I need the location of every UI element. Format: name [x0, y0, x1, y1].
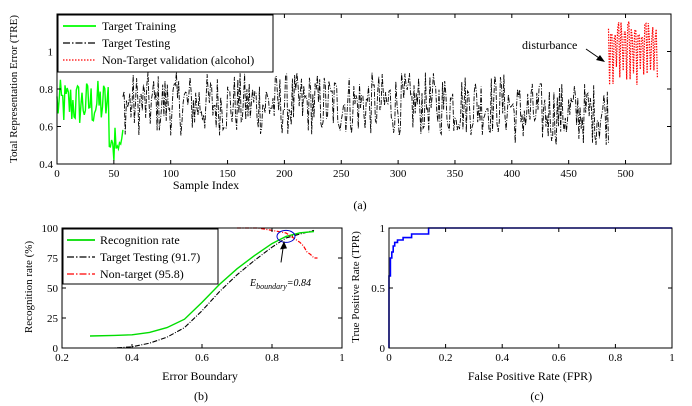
panel-a-legend-label: Target Training	[102, 19, 176, 33]
panel-a-ytick-label: 0.8	[39, 84, 53, 96]
panel-b-legend-label: Target Testing (91.7)	[100, 250, 200, 264]
panel-b-caption: (b)	[194, 389, 208, 403]
panel-c-xtick-label: 1	[669, 352, 675, 364]
panel-b-xtick-label: 1	[339, 352, 345, 364]
boundary-arrowhead	[280, 241, 287, 250]
panel-a-ytick-label: 0.4	[39, 159, 53, 171]
panel-c-ytick-label: 0.5	[371, 283, 385, 295]
panel-a-xtick-label: 50	[108, 168, 120, 180]
non-target-validation-line	[607, 21, 658, 85]
target-training-line	[56, 79, 124, 161]
panel-a-xtick-label: 500	[617, 168, 634, 180]
panel-a-ytick-label: 1	[48, 47, 54, 59]
disturbance-arrowhead	[596, 55, 605, 62]
panel-b-legend-label: Recognition rate	[100, 233, 180, 247]
panel-a-xtick-label: 0	[54, 168, 60, 180]
panel-a-xtick-label: 250	[333, 168, 350, 180]
panel-c-ytick-label: 1	[380, 223, 386, 235]
target-testing-line	[122, 72, 609, 145]
panel-a-caption: (a)	[353, 198, 366, 212]
target-testing-curve	[90, 229, 315, 349]
recognition-rate-curve	[89, 230, 315, 337]
panel-c-xlabel: False Positive Rate (FPR)	[468, 369, 592, 383]
panel-b-xlabel: Error Boundary	[162, 369, 238, 383]
panel-c-chart: 0 0.2 0.4 0.6 0.8 1 0 0.5 1 False Positive Rate (…	[350, 223, 675, 383]
panel-c-xtick-label: 0.6	[552, 352, 566, 364]
panel-b-ytick-label: 50	[47, 283, 59, 295]
panel-b-ytick-label: 75	[47, 253, 59, 265]
panel-b-ytick-label: 25	[47, 313, 59, 325]
panel-a-legend-box	[57, 14, 274, 73]
panel-a-chart: 0 50 100 150 200 250 300 350 400 450 500 0.4 0.6 0.8 1…	[8, 13, 672, 192]
panel-a-xtick-label: 300	[390, 168, 407, 180]
panel-b-xtick-label: 0.8	[265, 352, 279, 364]
panel-a-xtick-label: 450	[560, 168, 577, 180]
panel-a-xtick-label: 100	[162, 168, 179, 180]
panel-b-chart: 0.2 0.4 0.6 0.8 1 0 25 50 75 100 Error Boundary Rec…	[23, 223, 345, 383]
panel-b-ylabel: Recognition rate (%)	[23, 241, 35, 334]
panel-a-xtick-label: 400	[504, 168, 521, 180]
panel-c-xtick-label: 0	[386, 352, 392, 364]
panel-b-legend-label: Non-target (95.8)	[100, 267, 184, 281]
disturbance-annotation: disturbance	[522, 38, 577, 52]
panel-c-caption: (c)	[530, 389, 543, 403]
panel-a-xtick-label: 350	[447, 168, 464, 180]
panel-b-xtick-label: 0.4	[125, 352, 139, 364]
panel-a-xlabel: Sample Index	[173, 178, 239, 192]
panel-a-xtick-label: 150	[219, 168, 236, 180]
panel-a-ytick-label: 0.6	[39, 122, 53, 134]
panel-a-legend-label: Target Testing	[102, 36, 170, 50]
panel-c-xtick-label: 0.8	[609, 352, 623, 364]
panel-b-ytick-label: 100	[42, 223, 59, 235]
panel-c-ylabel: True Positive Rate (TPR)	[350, 231, 362, 343]
panel-c-ytick-label: 0	[380, 343, 386, 355]
boundary-marker	[276, 229, 296, 243]
panel-a-ylabel: Total Representation Error (TRE)	[8, 15, 20, 163]
panel-c-axes-frame	[388, 227, 673, 349]
panel-b-xtick-label: 0.2	[55, 352, 69, 364]
e-boundary-annotation: Eboundary=0.84	[249, 278, 311, 291]
panel-c-xtick-label: 0.4	[495, 352, 509, 364]
panel-a-legend-label: Non-Target validation (alcohol)	[102, 53, 254, 67]
panel-b-xtick-label: 0.6	[195, 352, 209, 364]
panel-b-ytick-label: 0	[53, 343, 59, 355]
panel-c-xtick-label: 0.2	[439, 352, 453, 364]
non-target-curve	[237, 227, 318, 259]
roc-curve	[388, 227, 672, 348]
panel-a-xtick-label: 200	[276, 168, 293, 180]
